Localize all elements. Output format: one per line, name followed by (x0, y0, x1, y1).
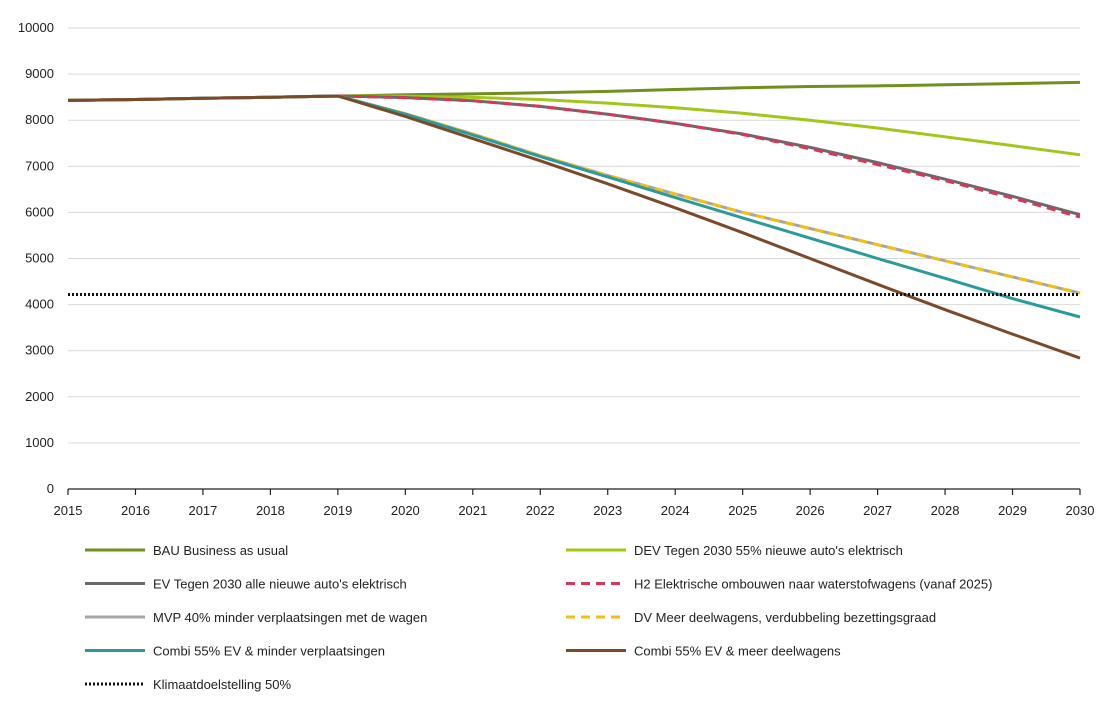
y-tick-label: 8000 (25, 112, 54, 127)
legend-label: DV Meer deelwagens, verdubbeling bezetti… (634, 610, 936, 625)
x-tick-label: 2024 (661, 503, 690, 518)
series-line-2 (67, 94, 1081, 157)
y-tick-label: 3000 (25, 343, 54, 358)
y-tick-label: 0 (47, 481, 54, 496)
series-line-7 (67, 94, 1081, 319)
x-tick-label: 2020 (391, 503, 420, 518)
x-tick-label: 2022 (526, 503, 555, 518)
x-tick-label: 2028 (931, 503, 960, 518)
x-tick-label: 2029 (998, 503, 1027, 518)
y-tick-label: 4000 (25, 297, 54, 312)
x-tick-label: 2019 (323, 503, 352, 518)
series-lines (67, 80, 1081, 360)
x-tick-label: 2025 (728, 503, 757, 518)
legend-label: Klimaatdoelstelling 50% (153, 677, 291, 692)
x-tick-label: 2026 (796, 503, 825, 518)
y-tick-label: 7000 (25, 158, 54, 173)
gridlines (68, 27, 1080, 444)
y-tick-label: 6000 (25, 204, 54, 219)
legend-label: H2 Elektrische ombouwen naar waterstofwa… (634, 577, 992, 592)
y-axis-tick-labels: 0 1000 2000 3000 4000 5000 6000 7000 8000 9000 100… (18, 20, 54, 496)
legend-label: BAU Business as usual (153, 543, 288, 558)
series-line-6 (67, 94, 1081, 295)
legend-label: EV Tegen 2030 alle nieuwe auto's elektri… (153, 577, 407, 592)
legend-label: DEV Tegen 2030 55% nieuwe auto's elektri… (634, 543, 903, 558)
series-line-3 (67, 94, 1081, 217)
legend: BAU Business as usual DEV Tegen 2030 55% … (85, 543, 992, 692)
y-tick-label: 10000 (18, 20, 54, 35)
x-axis: 2015 2016 2017 2018 2019 2020 2021 2022 2023 2024… (54, 488, 1095, 518)
x-tick-label: 2017 (188, 503, 217, 518)
x-tick-label: 2023 (593, 503, 622, 518)
y-tick-label: 2000 (25, 389, 54, 404)
x-tick-label: 2016 (121, 503, 150, 518)
series-line-5 (67, 94, 1081, 295)
legend-label: Combi 55% EV & meer deelwagens (634, 644, 841, 659)
y-tick-label: 5000 (25, 251, 54, 266)
y-tick-label: 1000 (25, 435, 54, 450)
legend-label: Combi 55% EV & minder verplaatsingen (153, 644, 385, 659)
x-tick-label: 2030 (1066, 503, 1095, 518)
series-line-4 (67, 94, 1081, 219)
legend-label: MVP 40% minder verplaatsingen met de wag… (153, 610, 427, 625)
x-tick-label: 2018 (256, 503, 285, 518)
x-tick-label: 2021 (458, 503, 487, 518)
series-line-8 (67, 94, 1081, 360)
x-tick-label: 2027 (863, 503, 892, 518)
y-tick-label: 9000 (25, 66, 54, 81)
x-tick-label: 2015 (54, 503, 83, 518)
